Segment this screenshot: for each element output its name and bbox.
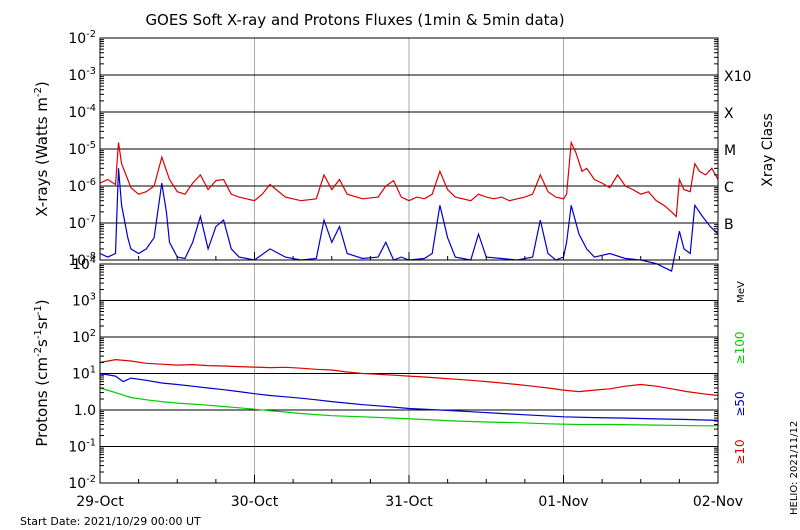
- x-tick-label: 29-Oct: [76, 494, 124, 510]
- start-date-label: Start Date: 2021/10/29 00:00 UT: [20, 515, 201, 528]
- y-tick-label: 10-5: [68, 140, 96, 158]
- xray-class-label: X10: [724, 69, 751, 85]
- xray-class-axis-title: Xray Class: [760, 113, 776, 187]
- y-tick-label: 10-7: [68, 214, 96, 232]
- y-tick-label: 10-1: [68, 438, 96, 456]
- x-tick-label: 02-Nov: [693, 494, 743, 510]
- series-line-ge10: [99, 358, 719, 397]
- series-line-ge100: [99, 387, 718, 427]
- y-tick-label: 1.0: [74, 403, 96, 419]
- y-tick-label: 10-6: [68, 177, 96, 195]
- chart-title: GOES Soft X-ray and Protons Fluxes (1min…: [145, 11, 564, 29]
- y-tick-label: 10-2: [68, 474, 96, 492]
- proton-y-axis-label: Protons (cm-2s-1sr-1): [33, 299, 51, 446]
- y-tick-label: 10-8: [68, 251, 96, 269]
- y-tick-label: 10-3: [68, 66, 96, 84]
- x-tick-label: 30-Oct: [231, 494, 279, 510]
- xray-class-label: X: [724, 106, 734, 122]
- y-tick-label: 10-2: [68, 29, 96, 47]
- y-tick-label: 101: [72, 365, 96, 383]
- proton-panel: 10-2 10-1 1.0 101 102 103 104 29-Oct 30-Oct 31-Oc…: [33, 255, 747, 510]
- xray-class-label: B: [724, 217, 734, 233]
- x-tick-label: 31-Oct: [385, 494, 433, 510]
- legend-entry: ≥100: [733, 332, 747, 365]
- helio-credit: HELIO: 2021/11/12: [789, 421, 800, 515]
- legend-entry: ≥50: [733, 391, 747, 416]
- y-tick-label: 104: [72, 255, 96, 273]
- series-line-ge50: [99, 372, 719, 421]
- y-tick-label: 103: [72, 292, 96, 310]
- legend-entry: ≥10: [733, 439, 747, 464]
- y-tick-label: 102: [72, 328, 96, 346]
- energy-unit-label: MeV: [736, 281, 747, 303]
- y-tick-label: 10-4: [68, 103, 96, 121]
- xray-y-axis-label: X-rays (Watts m-2): [33, 81, 51, 216]
- xray-class-label: C: [724, 180, 734, 196]
- xray-panel: 10-8 10-7 10-6 10-5 10-4 10-3 10-2 X-rays (Watt…: [33, 29, 776, 272]
- series-line-long: [99, 140, 719, 218]
- x-tick-label: 01-Nov: [538, 494, 588, 510]
- xray-class-label: M: [724, 143, 736, 159]
